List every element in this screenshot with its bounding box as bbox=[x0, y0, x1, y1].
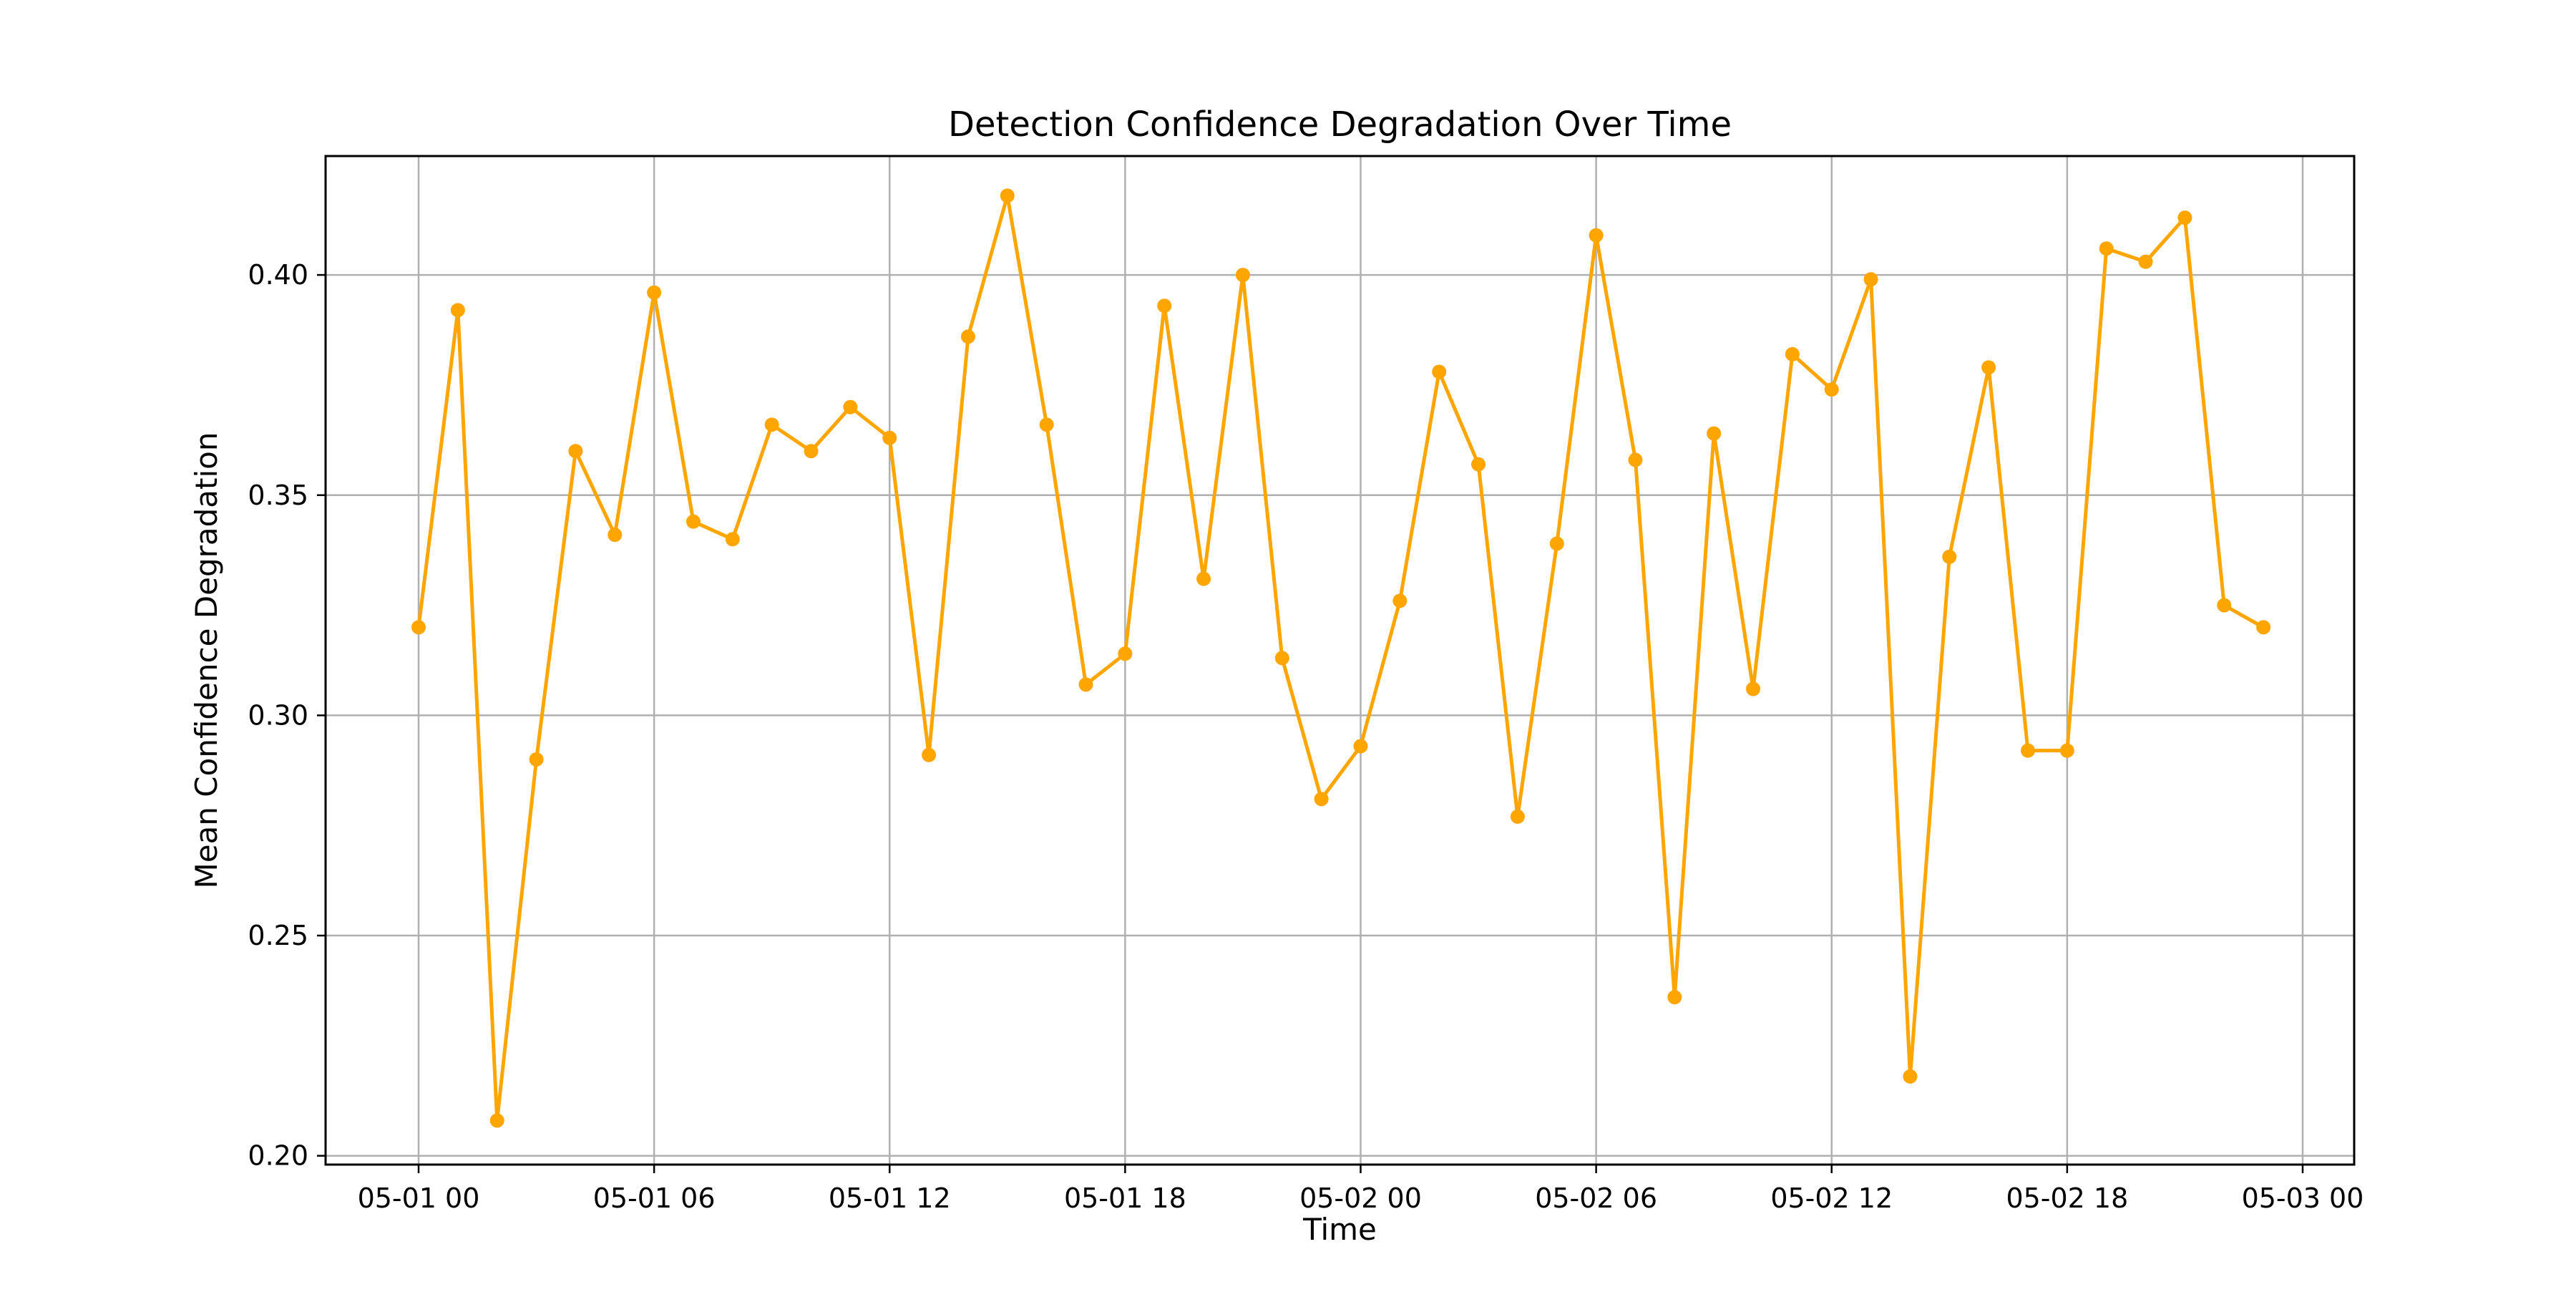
data-point bbox=[843, 399, 858, 414]
data-point bbox=[1628, 452, 1643, 467]
data-point bbox=[2138, 254, 2153, 269]
x-axis-label: Time bbox=[1302, 1212, 1377, 1247]
data-point bbox=[1039, 417, 1054, 432]
data-point bbox=[1235, 268, 1250, 283]
data-point bbox=[686, 514, 701, 529]
data-point bbox=[1471, 457, 1486, 472]
y-tick-label: 0.35 bbox=[248, 480, 308, 511]
data-point bbox=[1667, 990, 1682, 1005]
data-point bbox=[725, 532, 740, 547]
series-layer bbox=[411, 188, 2271, 1128]
data-point bbox=[882, 430, 897, 445]
x-tick-label: 05-01 06 bbox=[593, 1182, 716, 1214]
data-point bbox=[1157, 298, 1172, 314]
data-point bbox=[1589, 228, 1604, 243]
x-tick-label: 05-01 12 bbox=[829, 1182, 951, 1214]
data-point bbox=[1118, 646, 1133, 661]
data-point bbox=[2256, 620, 2271, 635]
x-tick-label: 05-03 00 bbox=[2242, 1182, 2364, 1214]
data-point bbox=[608, 528, 623, 543]
data-point bbox=[1510, 809, 1525, 824]
data-point bbox=[450, 303, 465, 318]
x-axis: 05-01 00 05-01 06 05-01 12 05-01 18 05-02 00… bbox=[358, 1165, 2364, 1214]
data-point bbox=[1549, 536, 1564, 551]
data-point bbox=[922, 747, 937, 762]
data-point bbox=[2059, 743, 2074, 758]
x-tick-label: 05-02 12 bbox=[1770, 1182, 1893, 1214]
data-point bbox=[1392, 593, 1407, 608]
data-point bbox=[764, 417, 779, 432]
data-point bbox=[1863, 272, 1878, 287]
y-tick-label: 0.30 bbox=[248, 699, 308, 731]
data-point bbox=[1824, 382, 1839, 397]
grid bbox=[326, 156, 2354, 1165]
x-tick-label: 05-01 18 bbox=[1064, 1182, 1186, 1214]
data-point bbox=[1746, 681, 1761, 696]
data-point bbox=[568, 444, 583, 459]
data-point bbox=[411, 620, 426, 635]
data-point bbox=[1078, 677, 1093, 692]
data-point bbox=[1196, 571, 1211, 586]
data-point bbox=[1785, 346, 1800, 361]
data-point bbox=[1274, 651, 1289, 666]
data-point bbox=[529, 752, 544, 767]
y-tick-label: 0.20 bbox=[248, 1140, 308, 1172]
y-tick-label: 0.40 bbox=[248, 259, 308, 291]
x-tick-label: 05-02 06 bbox=[1535, 1182, 1657, 1214]
data-point bbox=[960, 329, 975, 344]
data-point bbox=[647, 285, 662, 300]
data-point bbox=[1903, 1069, 1918, 1084]
data-point bbox=[489, 1113, 504, 1128]
chart-title: Detection Confidence Degradation Over Ti… bbox=[948, 105, 1732, 145]
x-tick-label: 05-02 18 bbox=[2006, 1182, 2128, 1214]
data-point bbox=[2177, 210, 2192, 225]
data-point bbox=[2217, 598, 2232, 613]
data-point bbox=[1942, 549, 1957, 564]
x-tick-label: 05-02 00 bbox=[1299, 1182, 1422, 1214]
data-point bbox=[1707, 426, 1722, 441]
data-point bbox=[1314, 792, 1329, 807]
plot-frame bbox=[324, 155, 2356, 1166]
y-axis-label: Mean Confidence Degradation bbox=[189, 432, 224, 889]
data-point bbox=[804, 444, 819, 459]
data-point bbox=[2021, 743, 2036, 758]
series-line bbox=[416, 193, 2265, 1122]
data-point bbox=[2099, 241, 2114, 256]
data-point bbox=[1000, 188, 1015, 203]
x-tick-label: 05-01 00 bbox=[358, 1182, 480, 1214]
data-point bbox=[1432, 364, 1447, 379]
y-axis: 0.20 0.25 0.30 0.35 0.40 bbox=[248, 259, 326, 1172]
data-point bbox=[1981, 360, 1996, 375]
y-tick-label: 0.25 bbox=[248, 920, 308, 951]
data-point bbox=[1353, 739, 1368, 754]
